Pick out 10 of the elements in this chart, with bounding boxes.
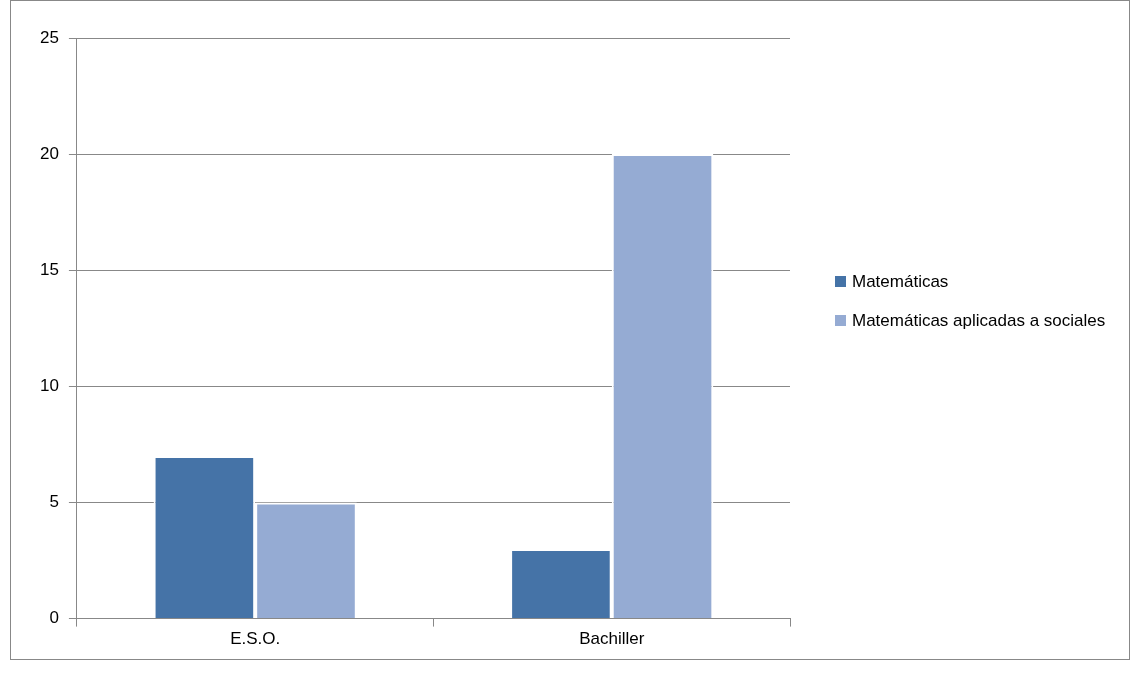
y-tick-label: 5 (49, 492, 59, 512)
y-tick-label: 25 (39, 27, 59, 47)
legend-label: Matemáticas aplicadas a sociales (852, 309, 1106, 332)
y-tick-label: 0 (49, 608, 59, 628)
y-tick-label: 15 (39, 259, 59, 279)
y-tick-label: 10 (39, 376, 59, 396)
y-tick-label: 20 (39, 143, 59, 163)
x-tick-label: E.S.O. (230, 629, 281, 649)
x-tick-label: Bachiller (579, 629, 645, 649)
legend-label: Matemáticas (852, 271, 949, 293)
